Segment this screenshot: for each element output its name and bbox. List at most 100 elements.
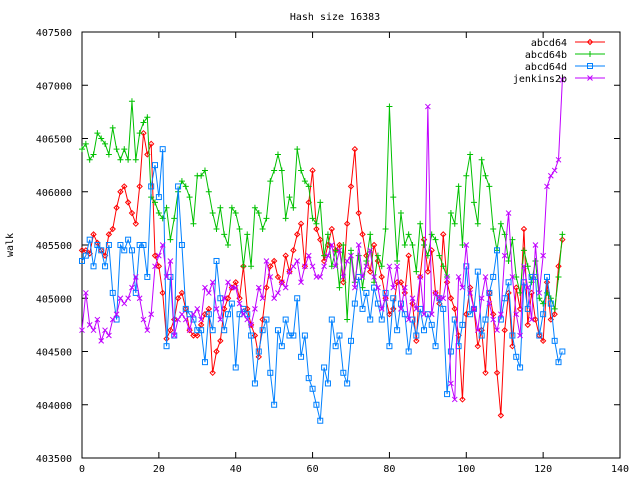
data-point bbox=[347, 183, 355, 190]
data-point bbox=[321, 252, 328, 259]
data-point bbox=[536, 332, 543, 339]
data-point bbox=[82, 140, 89, 147]
data-point bbox=[259, 295, 266, 302]
data-point bbox=[432, 343, 439, 350]
data-point bbox=[520, 225, 528, 233]
data-point bbox=[221, 295, 228, 302]
data-point bbox=[405, 316, 412, 323]
data-point bbox=[371, 284, 378, 291]
data-point bbox=[355, 242, 362, 248]
data-point bbox=[232, 284, 239, 291]
data-point bbox=[148, 183, 155, 190]
data-point bbox=[551, 305, 558, 312]
data-point bbox=[551, 167, 558, 174]
data-point bbox=[236, 226, 243, 233]
data-point bbox=[278, 343, 285, 350]
data-point bbox=[328, 225, 335, 233]
data-point bbox=[213, 348, 220, 355]
y-tick-label: 406000 bbox=[36, 188, 72, 199]
x-tick-label: 100 bbox=[457, 464, 475, 475]
data-point bbox=[190, 311, 197, 318]
data-point bbox=[136, 295, 143, 302]
data-point bbox=[136, 242, 143, 248]
legend-label: abcd64d bbox=[525, 62, 567, 73]
data-point bbox=[274, 327, 281, 334]
x-tick-label: 140 bbox=[611, 464, 629, 475]
data-point bbox=[79, 327, 85, 334]
data-point bbox=[309, 167, 316, 174]
data-point bbox=[297, 220, 305, 227]
data-point bbox=[124, 199, 132, 206]
data-point bbox=[317, 417, 324, 424]
data-point bbox=[513, 284, 520, 291]
legend-marker bbox=[587, 51, 593, 57]
data-point bbox=[359, 284, 366, 291]
data-point bbox=[386, 103, 393, 110]
data-point bbox=[555, 263, 562, 270]
data-point bbox=[140, 129, 147, 137]
data-point bbox=[359, 231, 366, 238]
data-point bbox=[159, 242, 166, 248]
data-point bbox=[459, 284, 466, 291]
data-point bbox=[205, 311, 212, 318]
data-point bbox=[513, 353, 520, 360]
data-point bbox=[378, 306, 385, 312]
data-point bbox=[244, 311, 251, 318]
data-point bbox=[217, 295, 224, 302]
data-point bbox=[520, 247, 527, 254]
data-point bbox=[186, 326, 193, 334]
data-point bbox=[194, 306, 201, 312]
data-point bbox=[482, 316, 489, 323]
data-point bbox=[343, 220, 351, 227]
data-point bbox=[532, 257, 539, 264]
data-point bbox=[190, 316, 197, 323]
data-point bbox=[374, 252, 381, 259]
data-point bbox=[313, 401, 320, 408]
series-abcd64d bbox=[79, 146, 566, 424]
data-point bbox=[282, 252, 289, 259]
data-point bbox=[321, 263, 327, 270]
data-point bbox=[140, 119, 147, 126]
data-point bbox=[232, 210, 239, 217]
data-point bbox=[248, 322, 254, 328]
data-point bbox=[340, 369, 347, 376]
data-point bbox=[421, 311, 427, 318]
data-point bbox=[271, 401, 278, 408]
data-point bbox=[413, 268, 420, 275]
data-point bbox=[528, 316, 535, 323]
data-point bbox=[117, 188, 124, 195]
data-point bbox=[198, 172, 205, 179]
y-tick-label: 404000 bbox=[36, 401, 72, 412]
data-point bbox=[278, 279, 286, 286]
data-point bbox=[286, 268, 293, 275]
data-point bbox=[532, 316, 539, 323]
data-point bbox=[236, 311, 243, 318]
data-point bbox=[417, 220, 424, 227]
data-point bbox=[524, 263, 531, 270]
data-point bbox=[513, 311, 520, 318]
data-point bbox=[244, 231, 251, 238]
legend-label: abcd64b bbox=[525, 50, 567, 61]
data-point bbox=[428, 321, 435, 328]
data-point bbox=[128, 209, 136, 217]
data-point bbox=[432, 236, 439, 243]
data-point bbox=[263, 258, 270, 264]
data-point bbox=[428, 231, 435, 238]
data-point bbox=[290, 204, 297, 211]
data-point bbox=[98, 135, 105, 142]
data-point bbox=[263, 215, 270, 222]
x-tick-label: 80 bbox=[383, 464, 395, 475]
data-point bbox=[90, 263, 97, 270]
data-point bbox=[386, 311, 393, 318]
data-point bbox=[470, 199, 477, 206]
data-point bbox=[394, 257, 401, 264]
data-point bbox=[90, 231, 97, 238]
data-point bbox=[448, 380, 454, 387]
data-point bbox=[90, 151, 97, 158]
data-point bbox=[551, 311, 558, 318]
data-point bbox=[332, 263, 339, 270]
data-point bbox=[267, 178, 274, 185]
data-point bbox=[301, 178, 308, 185]
data-point bbox=[293, 231, 301, 238]
data-point bbox=[105, 242, 112, 248]
